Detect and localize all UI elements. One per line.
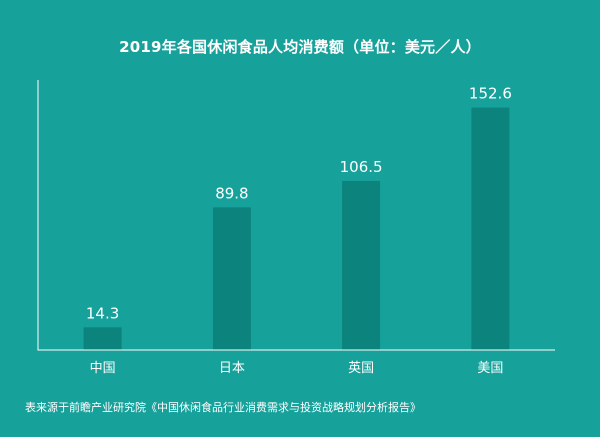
value-label-3: 152.6 [469,85,512,103]
source-note: 表来源于前瞻产业研究院《中国休闲食品行业消费需求与投资战略规划分析报告》 [25,401,421,414]
chart-title: 2019年各国休闲食品人均消费额（单位：美元／人） [119,38,481,56]
bar-2 [342,180,381,350]
value-label-0: 14.3 [86,304,119,322]
bar-1 [212,207,251,350]
tick-label-0: 中国 [90,361,116,376]
bars-layer [83,107,510,350]
tick-label-2: 英国 [348,361,374,376]
chart-axes [37,80,555,351]
tick-label-3: 美国 [477,361,503,376]
bar-3 [471,107,510,350]
tick-label-1: 日本 [219,361,245,376]
value-labels-layer: 14.3 89.8 106.5 152.6 [86,85,512,323]
tick-labels-layer: 中国 日本 英国 美国 [90,361,504,376]
value-label-1: 89.8 [215,184,248,202]
value-label-2: 106.5 [340,158,383,176]
bar-0 [83,327,122,350]
